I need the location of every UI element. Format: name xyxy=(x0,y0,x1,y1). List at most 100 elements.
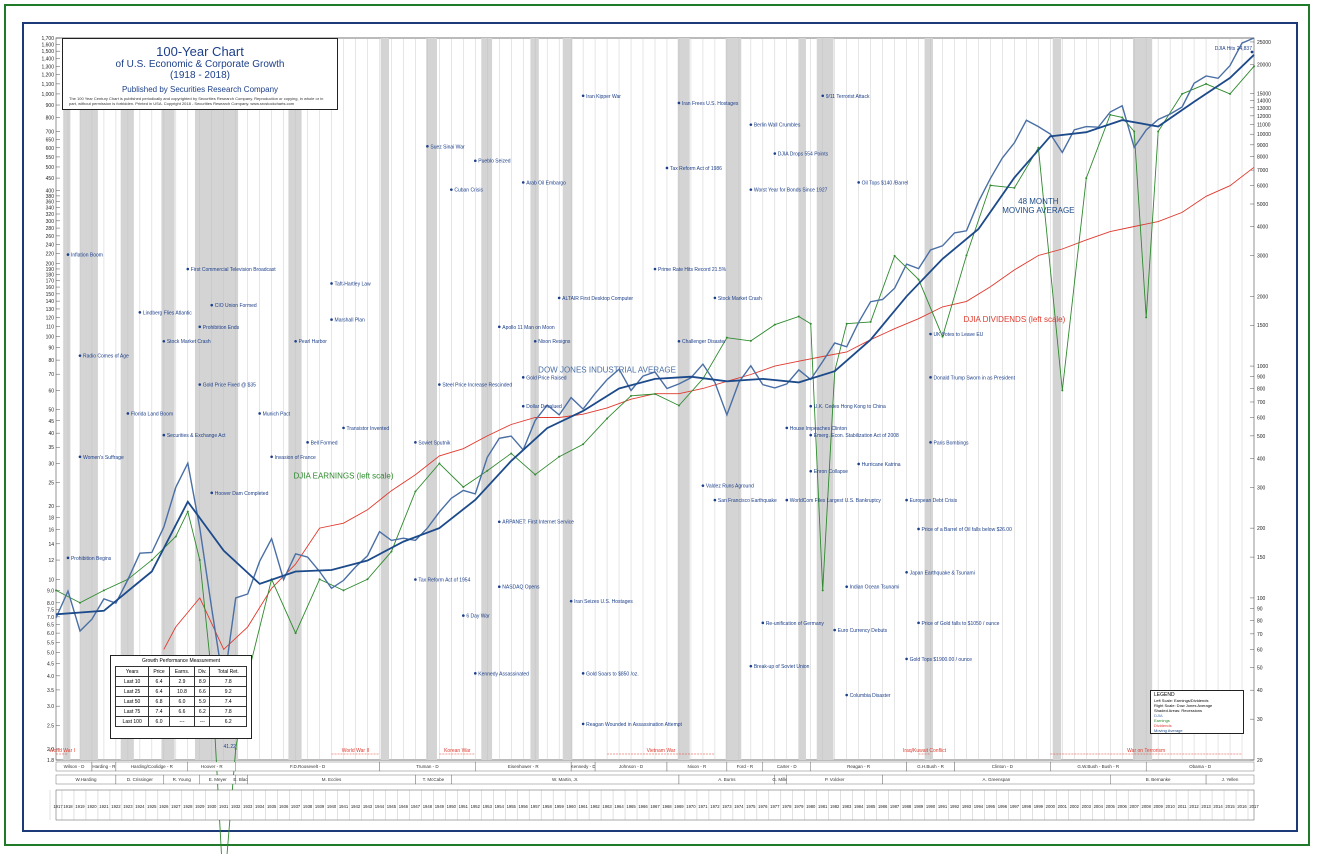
earnings-point xyxy=(797,315,800,318)
year-label: 1961 xyxy=(578,804,588,809)
perf-cell: 7.8 xyxy=(209,706,247,717)
event-label: Iran Frees U.S. Hostages xyxy=(682,101,739,107)
event-dot xyxy=(581,94,585,98)
publisher-line: Published by Securities Research Company xyxy=(121,85,279,94)
event-dot xyxy=(474,159,477,163)
year-label: 1949 xyxy=(435,804,445,809)
legend-item: Dividends xyxy=(1154,723,1172,728)
president-label: Nixon - R xyxy=(688,764,708,769)
right-axis-label: 1000 xyxy=(1257,364,1268,370)
left-axis-label: 260 xyxy=(46,234,55,240)
earnings-point xyxy=(414,490,417,493)
president-label: Truman - D xyxy=(416,764,439,769)
earnings-point xyxy=(174,535,177,538)
year-label: 1957 xyxy=(531,804,541,809)
event-label: Paris Bombings xyxy=(934,440,970,446)
year-label: 1948 xyxy=(423,804,433,809)
event-label: First Commercial Television Broadcast xyxy=(191,267,277,273)
event-label: House Impeaches Clinton xyxy=(790,426,847,432)
left-axis-label: 320 xyxy=(46,212,55,218)
event-label: Gold Price Fixed @ $35 xyxy=(203,383,256,389)
event-dot xyxy=(713,498,717,502)
perf-header: Total Ret. xyxy=(209,666,247,677)
year-label: 1989 xyxy=(914,804,924,809)
event-dot xyxy=(713,296,717,300)
president-label: Carter - D xyxy=(777,764,798,769)
recession-band xyxy=(1052,38,1062,760)
left-axis-label: 380 xyxy=(46,194,55,200)
table-row: Last 100 6.0 --- --- 6.2 xyxy=(114,716,247,727)
left-axis-label: 300 xyxy=(46,219,55,225)
recession-band xyxy=(1133,38,1153,760)
recession-band xyxy=(798,38,806,760)
legend-item: Shaded Areas: Recessions xyxy=(1154,708,1203,713)
left-axis-label: 140 xyxy=(46,299,55,305)
event-dot xyxy=(773,152,777,155)
earnings-point xyxy=(821,589,824,592)
event-dot xyxy=(497,520,501,524)
left-axis-label: 170 xyxy=(46,279,55,285)
event-dot xyxy=(162,433,166,437)
right-axis-label: 13000 xyxy=(1257,106,1271,112)
right-axis-label: 700 xyxy=(1257,400,1266,406)
event-dot xyxy=(521,376,525,379)
era-label: Korean War xyxy=(444,748,471,754)
event-label: Tax Reform Act of 1954 xyxy=(418,578,470,584)
earnings-point xyxy=(1133,130,1136,133)
earnings-point xyxy=(186,510,189,513)
table-row: Last 50 6.8 6.0 5.9 7.4 xyxy=(114,696,247,707)
year-label: 2001 xyxy=(1058,804,1068,809)
performance-header-row: Years Price Earns. Div. Total Ret. xyxy=(114,666,247,677)
year-label: 1967 xyxy=(650,804,660,809)
event-label: Cuban Crisis xyxy=(454,188,483,194)
event-dot xyxy=(677,339,681,343)
event-dot xyxy=(845,585,848,589)
earnings-point xyxy=(1145,316,1148,319)
era-label: World War II xyxy=(342,748,370,754)
event-label: Pearl Harbor xyxy=(299,339,328,345)
event-dot xyxy=(462,614,465,617)
perf-cell: 6.2 xyxy=(194,706,211,717)
perf-cell: --- xyxy=(194,716,211,727)
event-label: Florida Land Boom xyxy=(131,411,173,417)
recession-band xyxy=(816,38,834,760)
right-axis-label: 70 xyxy=(1257,632,1263,638)
right-axis-label: 1500 xyxy=(1257,323,1268,329)
event-dot xyxy=(521,404,525,408)
year-label: 1928 xyxy=(183,804,193,809)
year-label: 1988 xyxy=(902,804,912,809)
event-dot xyxy=(294,339,297,343)
event-dot xyxy=(929,376,932,379)
event-label: Prohibition Ends xyxy=(203,325,240,331)
event-dot xyxy=(270,455,273,459)
event-label: Dollar Devalued xyxy=(526,404,562,410)
perf-cell: 6.4 xyxy=(148,676,170,687)
fed-chair-label: D. Crissinger xyxy=(127,777,154,782)
perf-cell: 5.9 xyxy=(194,696,211,707)
event-dot xyxy=(426,145,429,148)
right-axis-label: 25000 xyxy=(1257,40,1271,46)
performance-table: Years Price Earns. Div. Total Ret. Last … xyxy=(114,666,247,727)
year-label: 2003 xyxy=(1082,804,1092,809)
year-label: 1931 xyxy=(219,804,229,809)
year-label: 1993 xyxy=(962,804,972,809)
earnings-point xyxy=(1013,186,1016,189)
perf-header: Earns. xyxy=(168,666,196,677)
legend-item: Right Scale: Dow Jones Average xyxy=(1154,703,1213,708)
event-label: WorldCom Files Largest U.S. Bankruptcy xyxy=(790,498,882,504)
event-dot xyxy=(557,296,561,300)
fed-chair-label: A. Greenspan xyxy=(983,777,1011,782)
year-label: 1984 xyxy=(854,804,864,809)
perf-header: Price xyxy=(148,666,170,677)
president-label: Hoover - R xyxy=(201,764,224,769)
left-axis-label: 220 xyxy=(46,252,55,258)
left-axis-label: 1,600 xyxy=(41,42,54,48)
event-label: Iran Kipper War xyxy=(586,94,621,100)
right-axis-label: 5000 xyxy=(1257,202,1268,208)
recession-band xyxy=(426,38,437,760)
event-label: Oil Tops $140 /Barrel xyxy=(862,180,909,186)
earnings-point xyxy=(318,578,321,581)
earnings-point xyxy=(510,452,513,455)
left-axis-label: 1,500 xyxy=(41,49,54,55)
